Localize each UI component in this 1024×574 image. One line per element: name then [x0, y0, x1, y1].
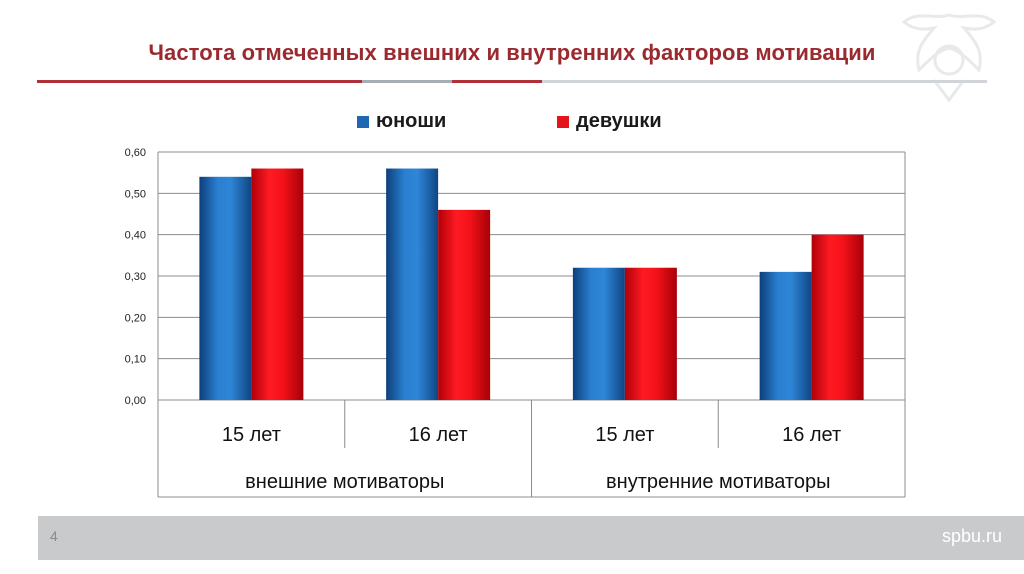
- page-number: 4: [50, 528, 58, 544]
- legend-label-boys: юноши: [376, 110, 447, 132]
- legend-label-girls: девушки: [576, 110, 662, 132]
- footer-bar: [38, 516, 1024, 560]
- bar-boys: [759, 271, 812, 400]
- x-group-label: внешние мотиваторы: [245, 471, 444, 493]
- bar-boys: [386, 168, 439, 400]
- x-category-label: 15 лет: [222, 424, 281, 446]
- y-tick-label: 0,50: [125, 188, 146, 200]
- title-rule-segment: [37, 80, 362, 83]
- emblem-watermark-icon: [901, 13, 997, 103]
- chart-legend: юноши девушки: [0, 110, 1024, 134]
- site-link[interactable]: spbu.ru: [941, 526, 1002, 546]
- y-tick-label: 0,20: [125, 312, 146, 324]
- bar-boys: [199, 176, 252, 400]
- y-tick-label: 0,40: [125, 230, 146, 242]
- y-tick-label: 0,60: [125, 147, 146, 159]
- page-title: Частота отмеченных внешних и внутренних …: [148, 40, 876, 65]
- title-rule-segment: [452, 80, 542, 83]
- x-category-label: 16 лет: [409, 424, 468, 446]
- bar-boys: [572, 267, 625, 400]
- x-category-label: 15 лет: [595, 424, 654, 446]
- legend-swatch-boys: [357, 116, 369, 128]
- bar-girls: [624, 267, 677, 400]
- y-tick-label: 0,30: [125, 271, 146, 283]
- bar-girls: [438, 209, 491, 400]
- y-tick-label: 0,10: [125, 354, 146, 366]
- bar-girls: [251, 168, 304, 400]
- bar-girls: [811, 234, 864, 400]
- title-rule-segment: [362, 80, 452, 83]
- x-group-label: внутренние мотиваторы: [606, 471, 830, 493]
- title-rule-segment: [542, 80, 987, 83]
- x-category-label: 16 лет: [782, 424, 841, 446]
- legend-swatch-girls: [557, 116, 569, 128]
- y-tick-label: 0,00: [125, 395, 146, 407]
